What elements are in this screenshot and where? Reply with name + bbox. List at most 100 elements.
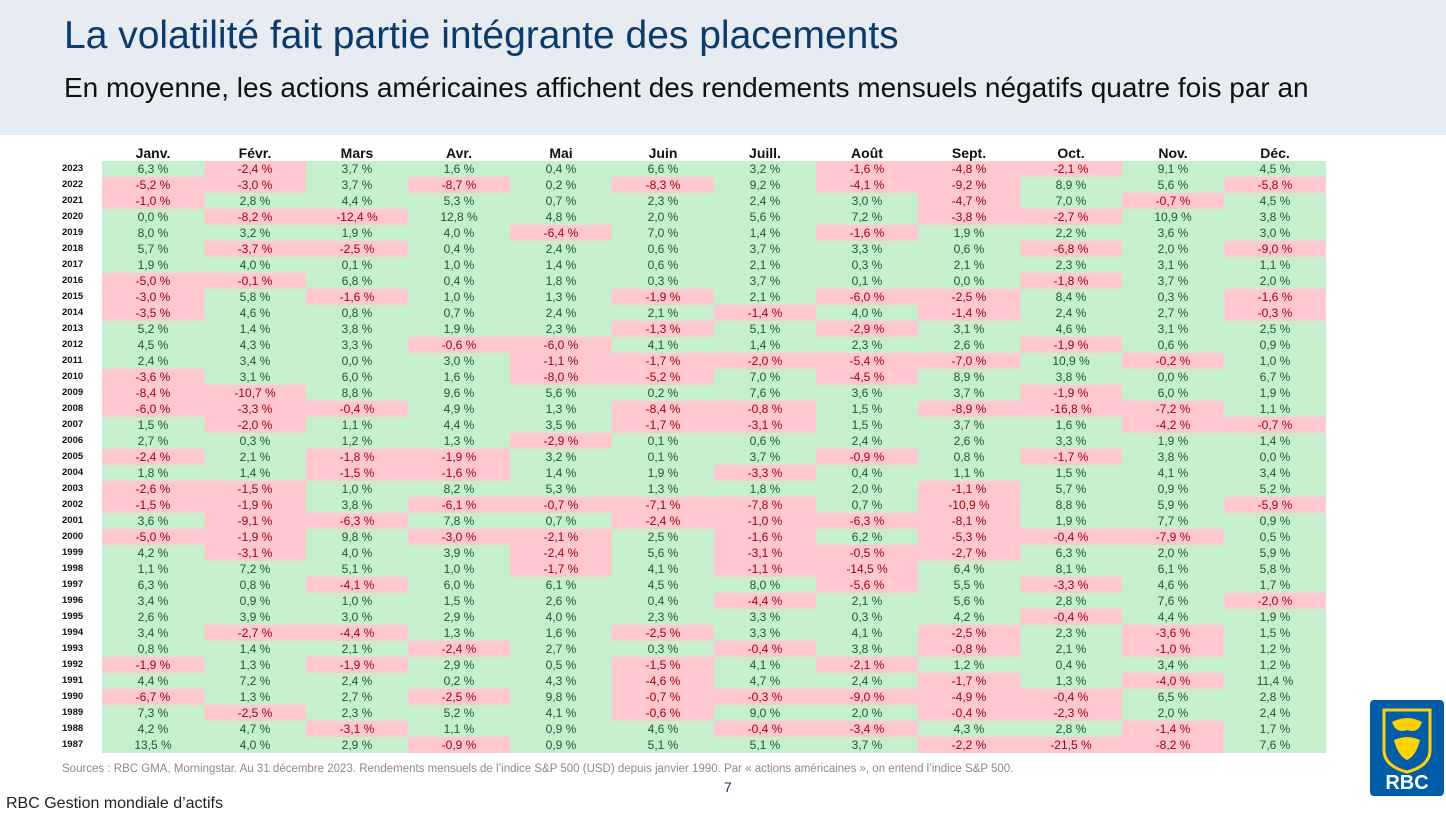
return-cell: 1,9 %: [102, 257, 204, 273]
return-cell: 2,9 %: [408, 609, 510, 625]
return-cell: 4,0 %: [204, 257, 306, 273]
return-cell: 0,7 %: [510, 193, 612, 209]
return-cell: 1,4 %: [204, 641, 306, 657]
return-cell: -1,6 %: [816, 225, 918, 241]
return-cell: -8,4 %: [102, 385, 204, 401]
year-row: 2012 4,5 % 4,3 % 3,3 % -0,6 % -6,0 % 4,1 % 1,4 …: [62, 337, 1326, 353]
return-cell: -1,9 %: [102, 657, 204, 673]
return-cell: -8,4 %: [612, 401, 714, 417]
return-cell: 7,6 %: [1122, 593, 1224, 609]
return-cell: -0,3 %: [1224, 305, 1326, 321]
return-cell: 2,4 %: [1020, 305, 1122, 321]
return-cell: 7,8 %: [408, 513, 510, 529]
return-cell: 5,7 %: [1020, 481, 1122, 497]
year-row: 1994 3,4 % -2,7 % -4,4 % 1,3 % 1,6 % -2,5 % 3,3…: [62, 625, 1326, 641]
return-cell: 2,3 %: [816, 337, 918, 353]
sources-note: Sources : RBC GMA, Morningstar. Au 31 dé…: [62, 763, 1014, 775]
return-cell: 1,1 %: [102, 561, 204, 577]
return-cell: -3,6 %: [102, 369, 204, 385]
return-cell: 5,2 %: [408, 705, 510, 721]
return-cell: 1,1 %: [408, 721, 510, 737]
month-header: Oct.: [1057, 145, 1085, 161]
return-cell: 4,5 %: [102, 337, 204, 353]
year-row: 2002 -1,5 % -1,9 % 3,8 % -6,1 % -0,7 % -7,1 % -…: [62, 497, 1326, 513]
return-cell: 4,3 %: [918, 721, 1020, 737]
year-label: 2012: [62, 339, 84, 350]
return-cell: 5,9 %: [1224, 545, 1326, 561]
return-cell: 0,6 %: [612, 241, 714, 257]
year-label: 2014: [62, 307, 84, 318]
return-cell: 4,4 %: [1122, 609, 1224, 625]
return-cell: -5,9 %: [1224, 497, 1326, 513]
year-label: 1994: [62, 627, 84, 638]
return-cell: -2,1 %: [510, 529, 612, 545]
year-label: 1988: [62, 723, 84, 734]
return-cell: 7,7 %: [1122, 513, 1224, 529]
year-label: 2018: [62, 243, 84, 254]
return-cell: 1,2 %: [1224, 641, 1326, 657]
return-cell: -21,5 %: [1020, 737, 1122, 753]
return-cell: 5,1 %: [714, 737, 816, 753]
return-cell: 0,7 %: [510, 513, 612, 529]
return-cell: 3,7 %: [918, 385, 1020, 401]
year-row: 2013 5,2 % 1,4 % 3,8 % 1,9 % 2,3 % -1,3 % 5,1 %…: [62, 321, 1326, 337]
return-cell: 2,1 %: [918, 257, 1020, 273]
return-cell: 1,9 %: [1122, 433, 1224, 449]
year-label: 2013: [62, 323, 84, 334]
return-cell: 6,6 %: [612, 161, 714, 177]
return-cell: 1,6 %: [408, 369, 510, 385]
return-cell: 2,4 %: [102, 353, 204, 369]
year-row: 2019 8,0 % 3,2 % 1,9 % 4,0 % -6,4 % 7,0 % 1,4 %…: [62, 225, 1326, 241]
return-cell: 4,4 %: [306, 193, 408, 209]
return-cell: 1,9 %: [918, 225, 1020, 241]
year-label: 2008: [62, 403, 84, 414]
return-cell: 1,4 %: [1224, 433, 1326, 449]
return-cell: 7,2 %: [204, 561, 306, 577]
return-cell: 0,3 %: [612, 273, 714, 289]
return-cell: 0,1 %: [816, 273, 918, 289]
return-cell: -1,4 %: [918, 305, 1020, 321]
return-cell: 0,1 %: [306, 257, 408, 273]
return-cell: -0,4 %: [918, 705, 1020, 721]
year-row: 1997 6,3 % 0,8 % -4,1 % 6,0 % 6,1 % 4,5 % 8,0 %…: [62, 577, 1326, 593]
return-cell: 0,0 %: [918, 273, 1020, 289]
return-cell: 3,8 %: [1020, 369, 1122, 385]
return-cell: -5,0 %: [102, 529, 204, 545]
year-label: 2004: [62, 467, 84, 478]
return-cell: -5,2 %: [612, 369, 714, 385]
return-cell: 3,3 %: [816, 241, 918, 257]
year-row: 1995 2,6 % 3,9 % 3,0 % 2,9 % 4,0 % 2,3 % 3,3 % 0…: [62, 609, 1326, 625]
return-cell: 1,4 %: [714, 337, 816, 353]
month-header: Nov.: [1158, 145, 1188, 161]
return-cell: -2,0 %: [204, 417, 306, 433]
return-cell: 3,3 %: [714, 609, 816, 625]
return-cell: -10,7 %: [204, 385, 306, 401]
return-cell: -12,4 %: [306, 209, 408, 225]
return-cell: -4,0 %: [1122, 673, 1224, 689]
year-row: 1988 4,2 % 4,7 % -3,1 % 1,1 % 0,9 % 4,6 % -0,4 …: [62, 721, 1326, 737]
return-cell: 2,3 %: [306, 705, 408, 721]
return-cell: -1,6 %: [408, 465, 510, 481]
year-row: 1990 -6,7 % 1,3 % 2,7 % -2,5 % 9,8 % -0,7 % -0,…: [62, 689, 1326, 705]
return-cell: 0,2 %: [612, 385, 714, 401]
return-cell: -1,7 %: [918, 673, 1020, 689]
return-cell: -2,7 %: [918, 545, 1020, 561]
return-cell: 2,1 %: [1020, 641, 1122, 657]
return-cell: 4,0 %: [204, 737, 306, 753]
year-label: 2011: [62, 355, 83, 366]
return-cell: -9,0 %: [1224, 241, 1326, 257]
company-name: RBC Gestion mondiale d’actifs: [6, 795, 223, 812]
return-cell: 1,3 %: [408, 625, 510, 641]
return-cell: -3,3 %: [714, 465, 816, 481]
return-cell: 2,6 %: [510, 593, 612, 609]
rbc-logo: RBC: [1370, 700, 1444, 796]
return-cell: -7,0 %: [918, 353, 1020, 369]
return-cell: 0,8 %: [306, 305, 408, 321]
return-cell: 3,6 %: [1122, 225, 1224, 241]
return-cell: -5,8 %: [1224, 177, 1326, 193]
year-row: 2015 -3,0 % 5,8 % -1,6 % 1,0 % 1,3 % -1,9 % 2,1…: [62, 289, 1326, 305]
return-cell: 1,1 %: [1224, 257, 1326, 273]
return-cell: 6,1 %: [1122, 561, 1224, 577]
year-label: 2003: [62, 483, 84, 494]
return-cell: 9,8 %: [306, 529, 408, 545]
